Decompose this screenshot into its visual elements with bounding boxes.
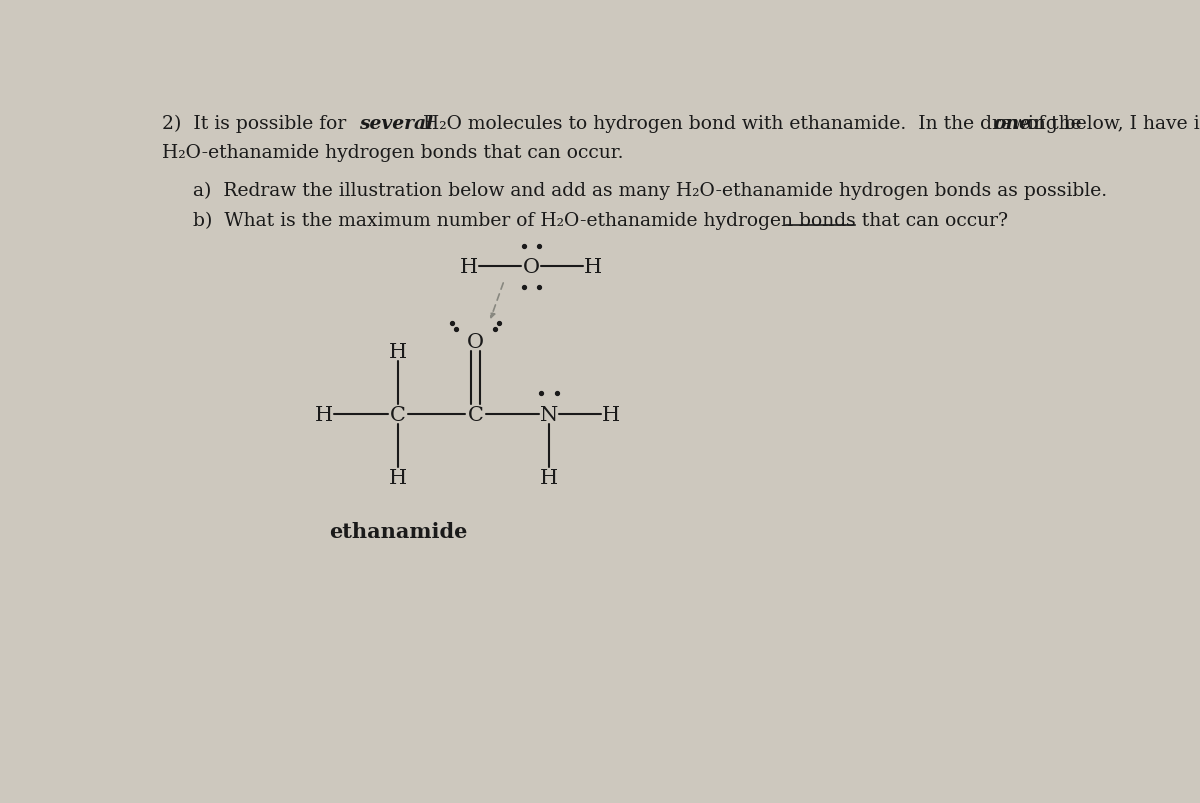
Text: O: O [467, 332, 484, 351]
Text: a)  Redraw the illustration below and add as many H₂O-ethanamide hydrogen bonds : a) Redraw the illustration below and add… [193, 181, 1106, 199]
Text: H: H [389, 342, 407, 361]
Text: H: H [540, 468, 558, 487]
Text: N: N [540, 406, 558, 424]
Text: C: C [468, 406, 484, 424]
Text: H: H [584, 258, 602, 276]
Text: one: one [994, 115, 1031, 133]
Text: ethanamide: ethanamide [329, 522, 467, 542]
Text: b)  What is the maximum number of H₂O-ethanamide hydrogen bonds that can occur?: b) What is the maximum number of H₂O-eth… [193, 212, 1008, 230]
Text: several: several [359, 115, 433, 133]
Text: H₂O-ethanamide hydrogen bonds that can occur.: H₂O-ethanamide hydrogen bonds that can o… [162, 145, 623, 162]
Text: H: H [602, 406, 620, 424]
Text: 2)  It is possible for: 2) It is possible for [162, 115, 352, 133]
Text: C: C [390, 406, 406, 424]
Text: O: O [523, 258, 540, 276]
Text: H: H [316, 406, 334, 424]
Text: of the: of the [1027, 115, 1082, 133]
Text: H₂O molecules to hydrogen bond with ethanamide.  In the drawing below, I have il: H₂O molecules to hydrogen bond with etha… [422, 115, 1200, 133]
Text: H: H [389, 468, 407, 487]
Text: H: H [461, 258, 479, 276]
